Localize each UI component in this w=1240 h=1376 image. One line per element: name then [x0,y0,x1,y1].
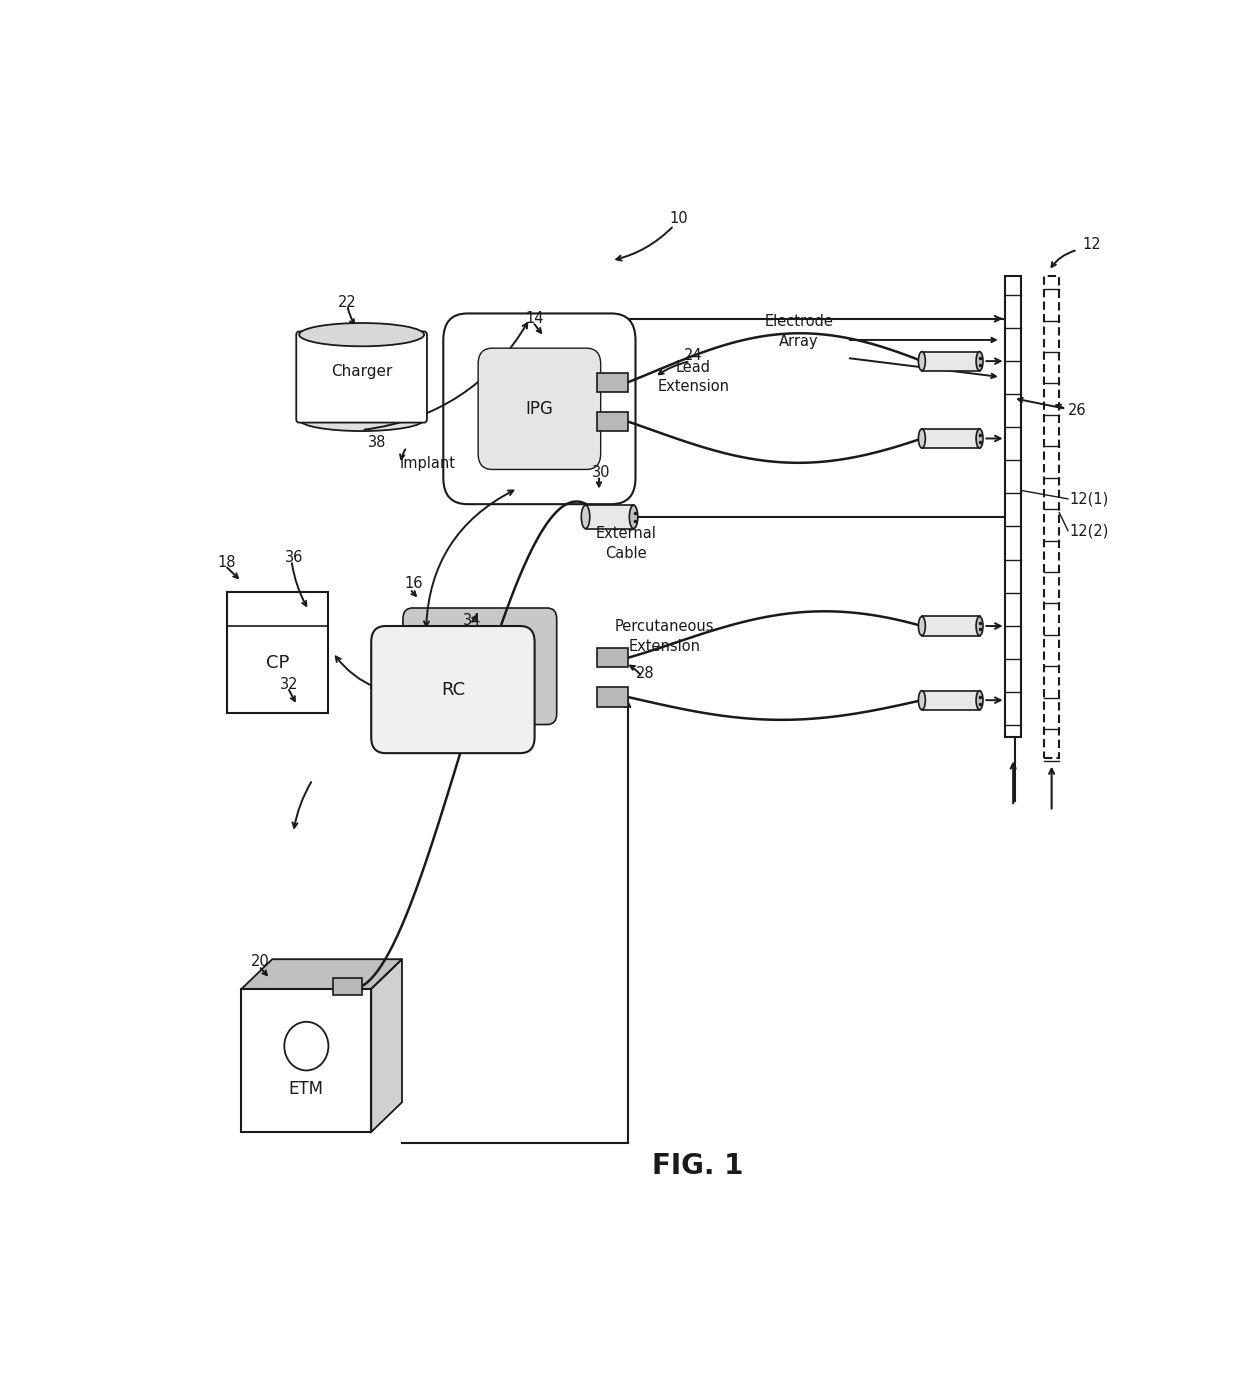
Ellipse shape [299,407,424,431]
Bar [227,592,327,713]
Text: Implant: Implant [401,457,456,472]
Circle shape [284,1022,329,1071]
Text: Charger: Charger [331,365,392,380]
Bar [596,373,627,392]
Text: 24: 24 [683,348,702,363]
Text: ETM: ETM [289,1080,324,1098]
Text: 12(1): 12(1) [1070,491,1109,506]
Text: Percutaneous
Extension: Percutaneous Extension [615,619,714,654]
Bar [921,616,980,636]
Text: Lead
Extension: Lead Extension [657,359,729,395]
Bar [242,989,371,1132]
Text: 30: 30 [593,465,611,480]
Ellipse shape [976,352,983,370]
Text: External
Cable: External Cable [595,526,656,561]
Text: 26: 26 [1068,403,1086,418]
Ellipse shape [630,505,637,528]
Bar [921,429,980,449]
Bar [596,688,627,706]
Ellipse shape [919,616,925,636]
Ellipse shape [582,505,590,528]
Text: 14: 14 [525,311,543,326]
Bar [1044,277,1059,758]
Ellipse shape [919,429,925,449]
Text: 12(2): 12(2) [1070,523,1110,538]
Ellipse shape [976,429,983,449]
Ellipse shape [919,352,925,370]
Text: 10: 10 [670,211,688,226]
Bar [596,411,627,431]
FancyBboxPatch shape [444,314,635,504]
Text: 16: 16 [404,577,423,592]
Ellipse shape [976,616,983,636]
Text: 34: 34 [463,614,481,629]
Text: 32: 32 [280,677,299,692]
Text: 38: 38 [368,435,387,450]
Bar [596,648,627,667]
FancyBboxPatch shape [479,348,600,469]
Bar [332,978,362,995]
FancyBboxPatch shape [403,608,557,725]
Bar [1006,277,1021,738]
Bar [921,691,980,710]
Text: 20: 20 [250,955,270,969]
Text: 22: 22 [337,296,356,311]
Text: FIG. 1: FIG. 1 [652,1152,744,1181]
Ellipse shape [919,691,925,710]
Text: Electrode
Array: Electrode Array [764,314,833,350]
Bar [921,352,980,370]
Text: 12: 12 [1083,237,1101,252]
Text: 18: 18 [217,555,236,570]
Polygon shape [242,959,402,989]
Bar [585,505,634,528]
Text: CP: CP [265,654,289,671]
Polygon shape [371,959,402,1132]
FancyBboxPatch shape [296,332,427,422]
Text: 28: 28 [635,666,655,681]
FancyBboxPatch shape [371,626,534,753]
Ellipse shape [299,323,424,347]
Text: RC: RC [441,681,465,699]
Text: IPG: IPG [526,400,553,418]
Ellipse shape [976,691,983,710]
Text: 36: 36 [285,549,303,564]
